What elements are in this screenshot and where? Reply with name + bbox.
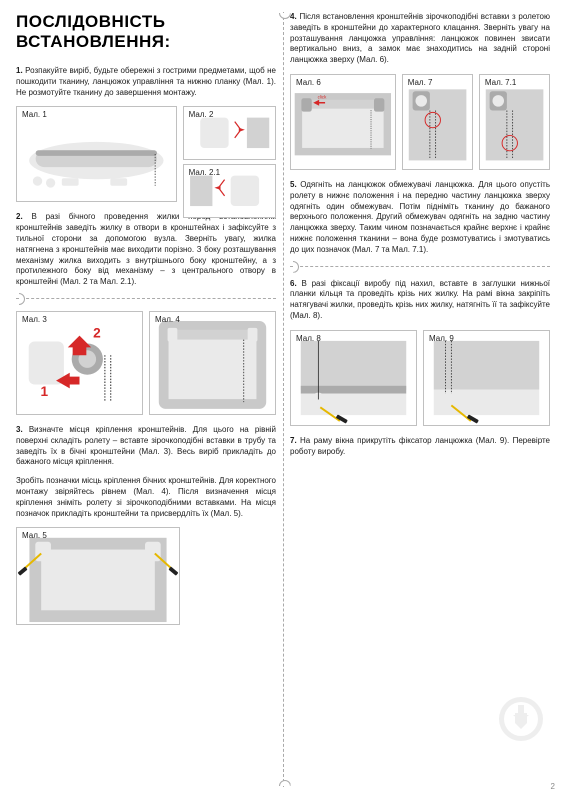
fig3-svg: 2 1 bbox=[17, 312, 142, 414]
figure-9: Мал. 9 bbox=[423, 330, 550, 426]
svg-text:click: click bbox=[318, 94, 327, 99]
step-6-text: 6. В разі фіксації виробу під нахил, вст… bbox=[290, 279, 550, 322]
horizontal-cut-right bbox=[290, 266, 550, 267]
svg-text:1: 1 bbox=[40, 384, 48, 399]
figrow-5: Мал. 5 bbox=[16, 527, 276, 625]
fig71-svg bbox=[480, 75, 549, 169]
fig3-label: Мал. 3 bbox=[22, 315, 47, 324]
fig8-svg bbox=[291, 331, 416, 425]
fig9-svg bbox=[424, 331, 549, 425]
fig5-svg bbox=[17, 528, 179, 624]
figure-8: Мал. 8 bbox=[290, 330, 417, 426]
fig71-label: Мал. 7.1 bbox=[485, 78, 516, 87]
step-4-text: 4. Після встановлення кронштейнів зірочк… bbox=[290, 12, 550, 66]
figure-7: Мал. 7 bbox=[402, 74, 473, 170]
fig9-label: Мал. 9 bbox=[429, 334, 454, 343]
page-number: 2 bbox=[551, 782, 555, 791]
figure-2: Мал. 2 bbox=[183, 106, 276, 160]
fig1-svg bbox=[17, 107, 176, 201]
figure-7-1: Мал. 7.1 bbox=[479, 74, 550, 170]
watermark-icon bbox=[497, 695, 545, 743]
figrow-8-9: Мал. 8 Мал. 9 bbox=[290, 330, 550, 426]
figrow-3-4: Мал. 3 2 1 Мал. 4 bbox=[16, 311, 276, 415]
figure-2-1: Мал. 2.1 bbox=[183, 164, 276, 218]
fig5-label: Мал. 5 bbox=[22, 531, 47, 540]
horizontal-cut-left bbox=[16, 298, 276, 299]
figure-5: Мал. 5 bbox=[16, 527, 180, 625]
fig6-svg: click bbox=[291, 75, 395, 169]
fig6-label: Мал. 6 bbox=[296, 78, 321, 87]
figure-1: Мал. 1 bbox=[16, 106, 177, 202]
step-2-text: 2. В разі бічного проведення жилки перед… bbox=[16, 212, 276, 288]
figure-3: Мал. 3 2 1 bbox=[16, 311, 143, 415]
figrow-1-2: Мал. 1 Мал. 2 bbox=[16, 106, 276, 202]
fig1-label: Мал. 1 bbox=[22, 110, 47, 119]
step-1-text: 1. Розпакуйте виріб, будьте обережні з г… bbox=[16, 66, 276, 98]
step-7-text: 7. На раму вікна прикрутіть фіксатор лан… bbox=[290, 436, 550, 458]
fig8-label: Мал. 8 bbox=[296, 334, 321, 343]
right-column: 4. Після встановлення кронштейнів зірочк… bbox=[290, 12, 550, 635]
left-column: ПОСЛІДОВНІСТЬ ВСТАНОВЛЕННЯ: 1. Розпакуйт… bbox=[16, 12, 276, 635]
step-3b-text: Зробіть позначки місць кріплення бічних … bbox=[16, 476, 276, 519]
svg-text:2: 2 bbox=[93, 326, 101, 341]
fig4-label: Мал. 4 bbox=[155, 315, 180, 324]
figrow-6-7: Мал. 6 click Мал. 7 bbox=[290, 74, 550, 170]
main-title: ПОСЛІДОВНІСТЬ ВСТАНОВЛЕННЯ: bbox=[16, 12, 276, 52]
fig2-label: Мал. 2 bbox=[189, 110, 214, 119]
step-3a-text: 3. Визначте місця кріплення кронштейнів.… bbox=[16, 425, 276, 468]
step-5-text: 5. Одягніть на ланцюжок обмежувачі ланцю… bbox=[290, 180, 550, 256]
figure-6: Мал. 6 click bbox=[290, 74, 396, 170]
vertical-cut-line bbox=[283, 12, 284, 787]
fig4-svg bbox=[150, 312, 275, 414]
fig7-svg bbox=[403, 75, 472, 169]
fig7-label: Мал. 7 bbox=[408, 78, 433, 87]
figure-4: Мал. 4 bbox=[149, 311, 276, 415]
fig21-label: Мал. 2.1 bbox=[189, 168, 220, 177]
